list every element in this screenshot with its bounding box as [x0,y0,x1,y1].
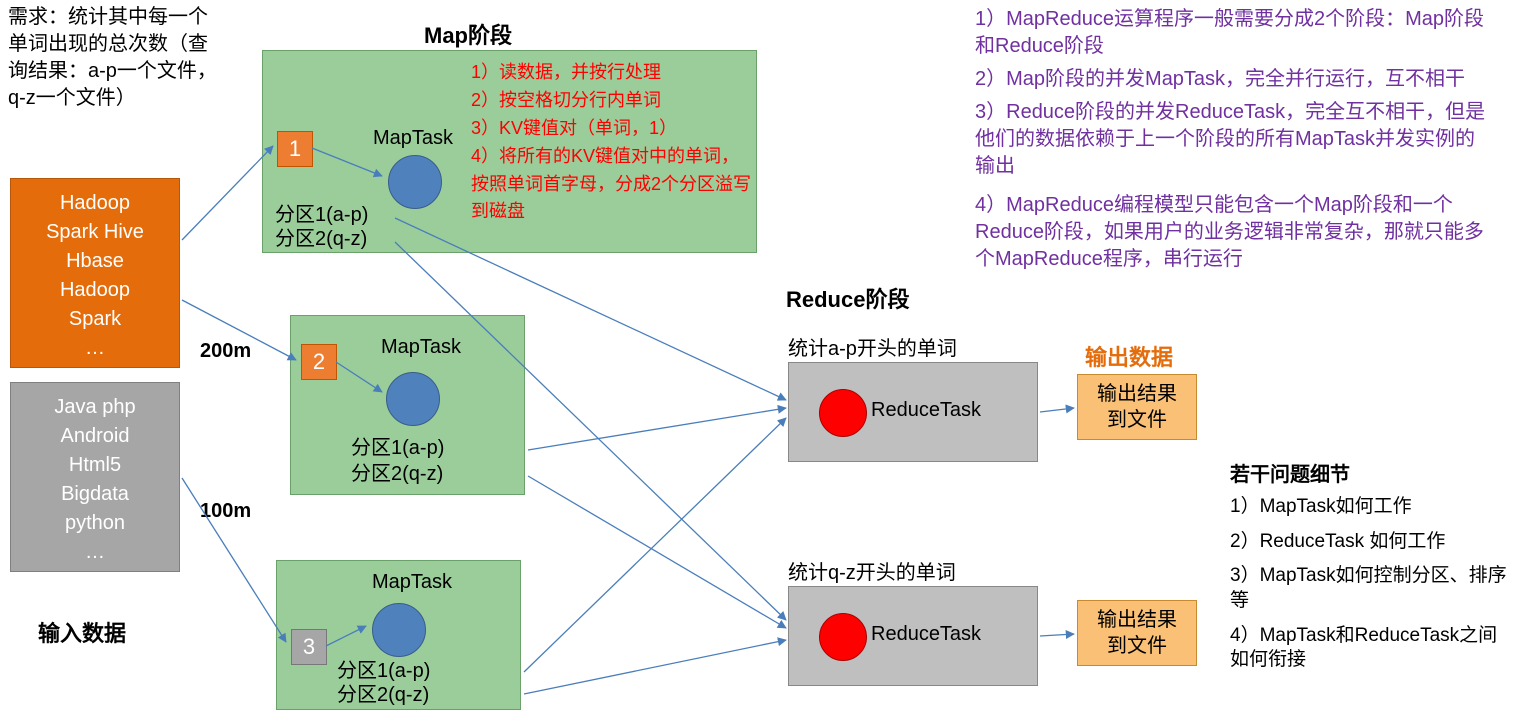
reduce-header-2: 统计q-z开头的单词 [788,556,956,585]
title-input: 输入数据 [38,616,126,648]
map-num-1: 1 [277,131,313,167]
label-200m: 200m [200,340,251,363]
questions-block: 若干问题细节 1）MapTask如何工作 2）ReduceTask 如何工作 3… [1230,458,1510,683]
maptask-label-3: MapTask [372,571,452,594]
maptask-label-2: MapTask [381,336,461,359]
title-reduce: Reduce阶段 [786,282,909,314]
question-3: 3）MapTask如何控制分区、排序等 [1230,564,1510,613]
map-circle-2 [386,372,440,426]
label-100m: 100m [200,500,251,523]
maptask-label-1: MapTask [373,127,453,150]
red-step-1: 1）读数据，并按行处理 [471,59,751,87]
map-box-3: 3 MapTask 分区1(a-p) 分区2(q-z) [276,560,521,710]
output-box-1: 输出结果 到文件 [1077,374,1197,440]
map-num-3: 3 [291,629,327,665]
map-num-2: 2 [301,344,337,380]
purple-4: 4）MapReduce编程模型只能包含一个Map阶段和一个Reduce阶段，如果… [975,192,1495,273]
reduce-label-2: ReduceTask [871,623,981,646]
purple-2: 2）Map阶段的并发MapTask，完全并行运行，互不相干 [975,66,1495,93]
input-file-2: Java php Android Html5 Bigdata python … [10,382,180,572]
question-2: 2）ReduceTask 如何工作 [1230,530,1510,555]
reduce-box-2: ReduceTask [788,586,1038,686]
reduce-dot-2 [819,613,867,661]
purple-notes: 1）MapReduce运算程序一般需要分成2个阶段：Map阶段和Reduce阶段… [975,6,1495,273]
title-map: Map阶段 [424,18,512,50]
reduce-dot-1 [819,389,867,437]
reduce-label-1: ReduceTask [871,399,981,422]
questions-title: 若干问题细节 [1230,458,1510,487]
red-step-4: 4）将所有的KV键值对中的单词，按照单词首字母，分成2个分区溢写到磁盘 [471,143,751,227]
map1-part1: 分区1(a-p) [275,203,368,228]
input-file-1: Hadoop Spark Hive Hbase Hadoop Spark … [10,178,180,368]
reduce-box-1: ReduceTask [788,362,1038,462]
map-circle-1 [388,155,442,209]
map3-part1: 分区1(a-p) [337,659,430,684]
question-4: 4）MapTask和ReduceTask之间如何衔接 [1230,624,1510,673]
map2-part2: 分区2(q-z) [351,462,443,487]
map1-part2: 分区2(q-z) [275,227,367,252]
map2-part1: 分区1(a-p) [351,436,444,461]
map3-part2: 分区2(q-z) [337,683,429,708]
red-step-3: 3）KV键值对（单词，1） [471,115,751,143]
map-circle-3 [372,603,426,657]
purple-1: 1）MapReduce运算程序一般需要分成2个阶段：Map阶段和Reduce阶段 [975,6,1495,60]
purple-3: 3）Reduce阶段的并发ReduceTask，完全互不相干，但是他们的数据依赖… [975,99,1495,180]
red-step-2: 2）按空格切分行内单词 [471,87,751,115]
question-1: 1）MapTask如何工作 [1230,495,1510,520]
output-box-2: 输出结果 到文件 [1077,600,1197,666]
reduce-header-1: 统计a-p开头的单词 [788,332,957,361]
requirement-text: 需求：统计其中每一个单词出现的总次数（查询结果：a-p一个文件，q-z一个文件） [8,4,223,112]
map-box-1: 1 MapTask 分区1(a-p) 分区2(q-z) 1）读数据，并按行处理 … [262,50,757,253]
map-box-2: 2 MapTask 分区1(a-p) 分区2(q-z) [290,315,525,495]
title-output: 输出数据 [1085,340,1173,372]
